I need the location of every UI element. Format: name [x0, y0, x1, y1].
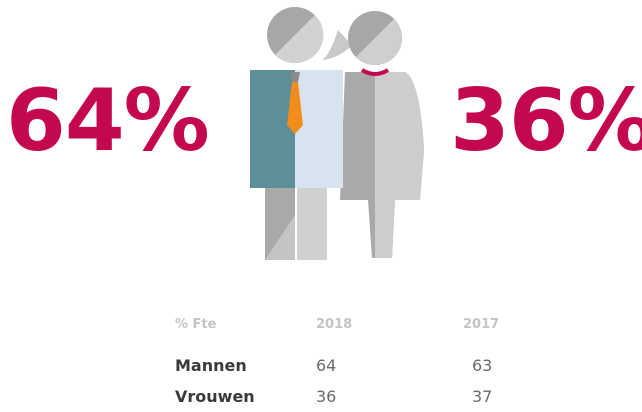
- cell-value: 37: [472, 389, 492, 405]
- table-header: 2017: [463, 318, 499, 331]
- collar: [362, 70, 388, 74]
- man-leg: [297, 188, 327, 260]
- row-label: Mannen: [175, 358, 247, 374]
- people-illustration: [0, 0, 642, 280]
- infographic: 64% 36% % Fte 2018 2017 Mannen 64 63 Vro…: [0, 0, 642, 412]
- cell-value: 64: [316, 358, 336, 374]
- table-header: 2018: [316, 318, 352, 331]
- row-label: Vrouwen: [175, 389, 255, 405]
- cell-value: 36: [316, 389, 336, 405]
- cell-value: 63: [472, 358, 492, 374]
- table-header: % Fte: [175, 318, 216, 331]
- ponytail: [322, 30, 352, 60]
- woman-body-shade: [375, 72, 424, 258]
- man-shirt: [295, 70, 343, 188]
- man-jacket: [250, 70, 295, 188]
